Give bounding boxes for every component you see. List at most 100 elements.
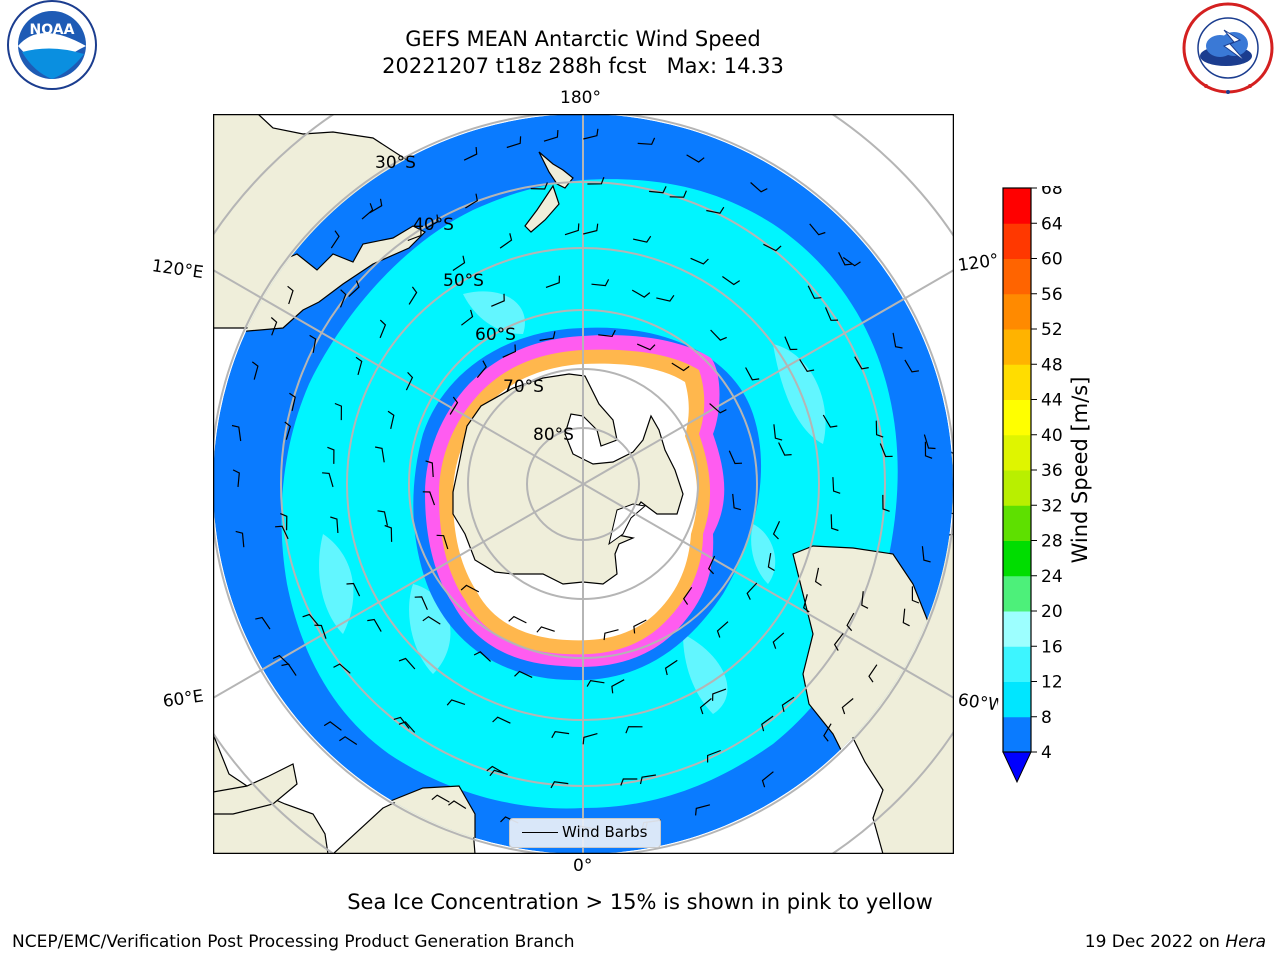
wind-barb: [398, 721, 416, 733]
wind-barb: [543, 130, 559, 142]
colorbar-bands: [1003, 188, 1031, 753]
wind-barb-legend-line: [522, 832, 558, 833]
wind-barb: [460, 584, 480, 593]
wind-barb: [807, 285, 822, 299]
wind-barb: [923, 434, 936, 450]
wind-barb: [712, 688, 727, 701]
wind-barb: [255, 616, 271, 630]
wind-barb: [892, 332, 903, 349]
colorbar-band: [1003, 611, 1031, 647]
wind-barb: [539, 331, 556, 341]
colorbar-band: [1003, 329, 1031, 365]
colorbar-tick-label: 20: [1041, 602, 1063, 622]
colorbar-tick-label: 4: [1041, 743, 1052, 763]
wind-barb: [823, 723, 832, 742]
wind-barb: [902, 608, 910, 627]
wind-barb: [405, 371, 414, 391]
wind-barb: [710, 329, 727, 341]
wind-barb: [422, 491, 436, 506]
wind-barb: [465, 193, 478, 209]
colorbar-tick-label: 64: [1041, 214, 1063, 234]
wind-barb: [449, 396, 459, 415]
wind-barb: [824, 307, 839, 321]
wind-barbs: [231, 128, 936, 833]
wind-barb: [334, 402, 343, 421]
wind-barb: [393, 716, 410, 729]
wind-barb: [550, 781, 569, 789]
wind-barb: [631, 289, 651, 298]
noaa-logo: NOAA: [7, 0, 97, 90]
wind-barb: [709, 403, 727, 414]
wind-barb: [868, 664, 878, 683]
wind-barb: [398, 657, 416, 670]
colorbar-band: [1003, 434, 1031, 471]
lat-label-50s: 50°S: [443, 271, 484, 291]
wind-barb: [598, 329, 616, 338]
colorbar-band: [1003, 505, 1031, 541]
wind-barb: [772, 632, 785, 649]
wind-barb: [270, 317, 278, 336]
wind-barb: [822, 414, 838, 428]
colorbar-band: [1003, 681, 1031, 718]
wind-barb: [761, 715, 774, 732]
wind-barb: [625, 726, 643, 734]
lat-label-80s: 80°S: [533, 425, 574, 445]
colorbar-tick-label: 36: [1041, 461, 1063, 481]
colorbar-tick-label: 8: [1041, 708, 1052, 728]
wind-barb: [287, 285, 294, 305]
lon-label-60w: 60°W: [956, 690, 1000, 716]
wind-barb: [361, 203, 374, 220]
lat-label-40s: 40°S: [413, 215, 454, 235]
lon-label-60e: 60°E: [161, 686, 205, 712]
wind-barb: [414, 596, 428, 610]
colorbar-band: [1003, 470, 1031, 506]
colorbar-band: [1003, 646, 1031, 682]
wind-barb: [508, 615, 527, 624]
colorbar-band: [1003, 293, 1031, 330]
wind-barb: [639, 774, 656, 785]
wind-barb: [854, 356, 869, 370]
wind-barb: [832, 477, 841, 494]
footer-branch: NCEP/EMC/Verification Post Processing Pr…: [12, 932, 575, 952]
wind-barb: [446, 699, 466, 706]
wind-barb: [686, 154, 705, 163]
wind-barb: [355, 356, 363, 376]
wind-barb: [664, 659, 678, 676]
graticule: [213, 114, 954, 854]
land-new-zealand-south: [524, 184, 560, 233]
wind-barb: [732, 493, 742, 511]
wind-barb: [637, 137, 656, 145]
wind-barb: [309, 334, 317, 353]
caption: Sea Ice Concentration > 15% is shown in …: [347, 890, 933, 914]
wind-barb: [491, 293, 505, 307]
wind-barb: [251, 361, 259, 380]
wind-barb: [682, 586, 693, 605]
map-border: [213, 114, 954, 854]
wind-barb: [799, 359, 815, 372]
wind-barb: [745, 367, 760, 381]
wind-barb: [461, 309, 474, 326]
chart-subtitle: 20221207 t18z 288h fcst Max: 14.33: [382, 54, 784, 78]
wind-barb: [833, 633, 844, 651]
wind-barb: [499, 233, 513, 249]
wind-barb: [384, 524, 393, 542]
polar-map: 30°S 40°S 50°S 60°S 70°S 80°S: [213, 114, 954, 854]
wind-barb: [530, 182, 548, 190]
wind-barb: [587, 176, 605, 185]
wind-barb: [348, 280, 360, 298]
wind-barb: [425, 460, 434, 478]
svg-text:NOAA: NOAA: [30, 22, 75, 38]
wind-barb: [784, 336, 798, 351]
wind-barb: [924, 441, 933, 459]
colorbar-tick-label: 32: [1041, 496, 1063, 516]
wind-barb: [330, 516, 339, 534]
wind-barb: [302, 613, 319, 626]
wind-barb: [564, 223, 580, 236]
lat-label-30s: 30°S: [375, 153, 416, 173]
wind-barb: [289, 392, 296, 412]
colorbar-band: [1003, 575, 1031, 612]
lon-label-180: 180°: [560, 88, 601, 108]
wind-barb: [452, 255, 466, 271]
colorbar-band: [1003, 399, 1031, 436]
wind-barb: [707, 555, 716, 575]
